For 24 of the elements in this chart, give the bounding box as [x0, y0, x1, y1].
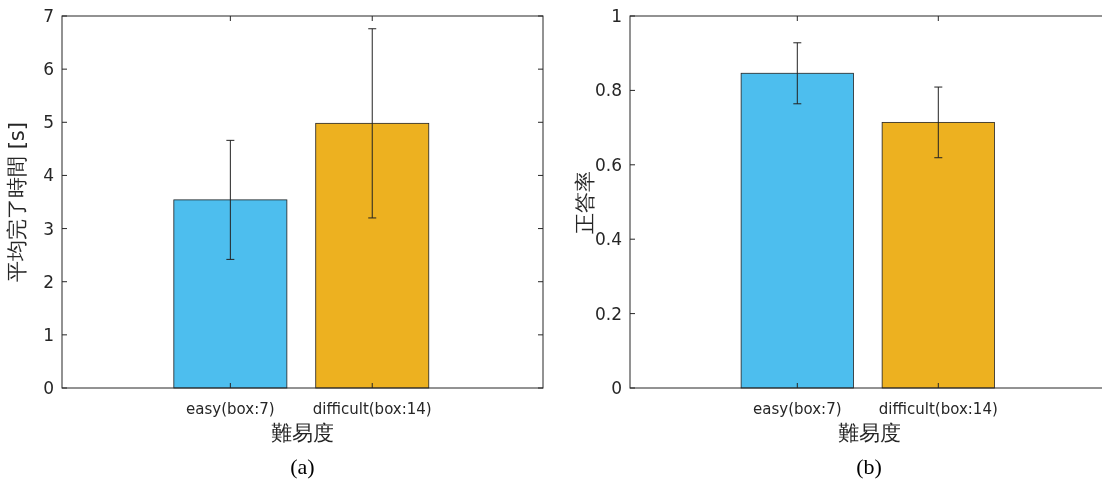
y-tick-label: 0	[43, 378, 54, 398]
x-tick-label: difficult(box:14)	[878, 400, 998, 418]
y-tick-label: 0.4	[594, 229, 622, 250]
y-tick-label: 6	[43, 59, 54, 80]
y-tick-label: 1	[611, 6, 622, 26]
x-axis-title: 難易度	[837, 421, 901, 445]
y-tick-label: 5	[43, 112, 54, 133]
text: (a)	[290, 454, 315, 479]
y-tick-label: 0.2	[594, 303, 622, 324]
y-tick-label: 4	[43, 165, 54, 186]
y-tick-label: 3	[43, 218, 54, 239]
y-tick-label: 1	[43, 324, 54, 345]
text: (b)	[856, 454, 882, 479]
y-tick-label: 2	[43, 271, 54, 292]
y-tick-label: 0	[611, 378, 622, 398]
y-tick-label: 0.6	[594, 154, 622, 175]
y-axis-title: 平均完了時間 [s]	[5, 121, 29, 283]
y-tick-label: 7	[43, 6, 54, 26]
x-tick-label: easy(box:7)	[186, 400, 275, 418]
y-tick-label: 0.8	[594, 80, 622, 101]
x-tick-label: easy(box:7)	[753, 400, 842, 418]
x-tick-label: difficult(box:14)	[312, 400, 432, 418]
y-axis-title: 正答率	[573, 170, 597, 234]
x-axis-title: 難易度	[271, 421, 334, 445]
